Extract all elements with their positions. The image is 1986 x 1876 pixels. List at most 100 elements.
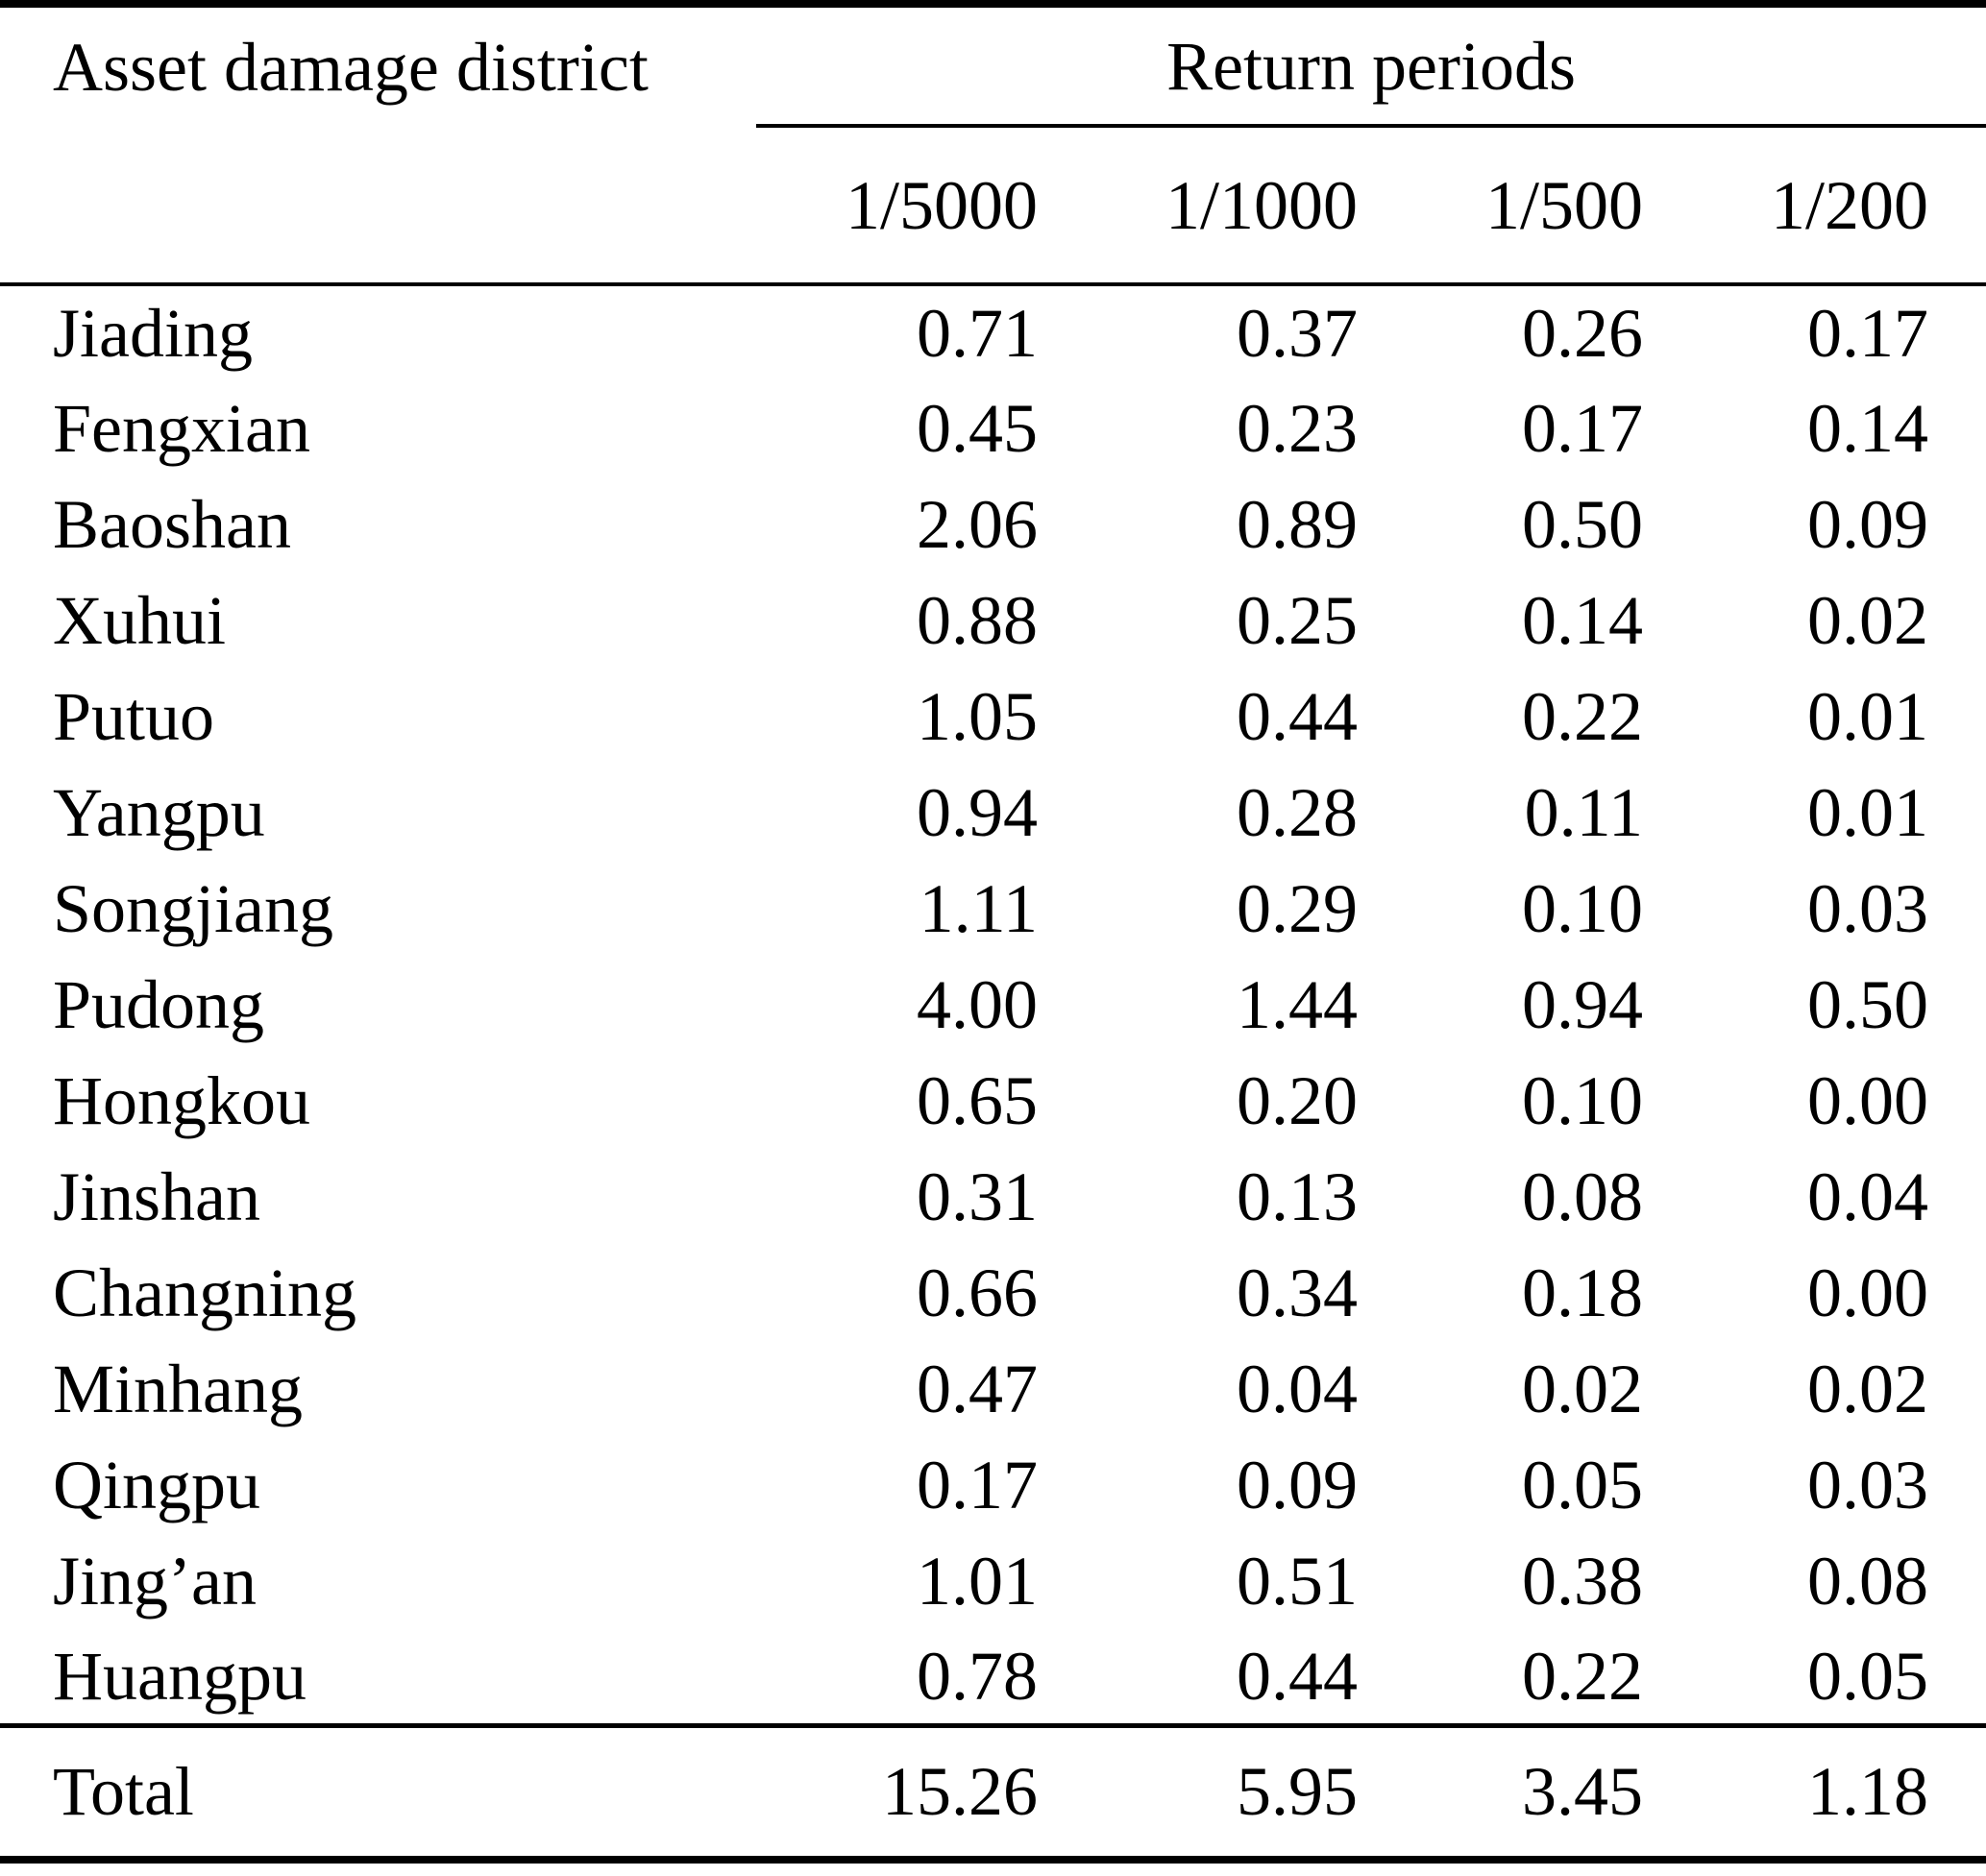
value-cell-1-200: 0.50 <box>1807 966 1929 1043</box>
district-name-cell: Changning <box>53 1255 356 1331</box>
district-name-cell: Baoshan <box>53 486 291 563</box>
value-cell-1-500: 0.17 <box>1522 390 1643 467</box>
value-cell-1-500: 0.38 <box>1522 1543 1643 1620</box>
value-cell-1-5000: 2.06 <box>917 486 1038 563</box>
district-name-cell: Qingpu <box>53 1447 260 1523</box>
value-cell-1-200: 0.02 <box>1807 1351 1929 1427</box>
value-cell-1-1000: 0.04 <box>1237 1351 1358 1427</box>
group-header-row: Asset damage district Return periods <box>0 4 1986 128</box>
table-row: Fengxian 0.45 0.23 0.17 0.14 <box>0 380 1986 476</box>
value-cell-1-1000: 0.23 <box>1237 390 1358 467</box>
value-cell-1-5000: 1.01 <box>917 1543 1038 1620</box>
table-row: Putuo 1.05 0.44 0.22 0.01 <box>0 669 1986 765</box>
value-cell-1-500: 0.50 <box>1522 486 1643 563</box>
district-name-cell: Xuhui <box>53 582 226 659</box>
value-cell-1-200: 0.03 <box>1807 1447 1929 1523</box>
district-name-cell: Yangpu <box>53 774 265 851</box>
value-cell-1-500: 0.11 <box>1524 774 1643 851</box>
value-cell-1-5000: 0.47 <box>917 1351 1038 1427</box>
district-name-cell: Jiading <box>53 295 253 372</box>
value-cell-1-5000: 0.17 <box>917 1447 1038 1523</box>
table-row: Yangpu 0.94 0.28 0.11 0.01 <box>0 765 1986 861</box>
total-value-1-1000: 5.95 <box>1038 1722 1358 1860</box>
value-cell-1-200: 0.02 <box>1807 582 1929 659</box>
value-cell-1-500: 0.26 <box>1522 295 1643 372</box>
value-cell-1-1000: 0.28 <box>1237 774 1358 851</box>
value-cell-1-5000: 0.66 <box>917 1255 1038 1331</box>
value-cell-1-200: 0.05 <box>1807 1637 1929 1715</box>
value-cell-1-5000: 0.45 <box>917 390 1038 467</box>
value-cell-1-500: 0.10 <box>1522 1062 1643 1139</box>
value-cell-1-500: 0.94 <box>1522 966 1643 1043</box>
value-cell-1-500: 0.05 <box>1522 1447 1643 1523</box>
value-cell-1-200: 0.09 <box>1807 486 1929 563</box>
value-cell-1-500: 0.14 <box>1522 582 1643 659</box>
column-header-period-1-200: 1/200 <box>1643 126 1986 286</box>
value-cell-1-200: 0.17 <box>1807 295 1929 372</box>
column-group-header-return-periods: Return periods <box>756 4 1986 128</box>
total-value-1-5000: 15.26 <box>756 1722 1038 1860</box>
table-row: Songjiang 1.11 0.29 0.10 0.03 <box>0 861 1986 957</box>
district-name-cell: Fengxian <box>53 390 310 467</box>
table-footer: Total 15.26 5.95 3.45 1.18 <box>0 1722 1986 1860</box>
district-name-cell: Jing’an <box>53 1543 257 1620</box>
value-cell-1-5000: 0.65 <box>917 1062 1038 1139</box>
value-cell-1-200: 0.00 <box>1807 1255 1929 1331</box>
value-cell-1-200: 0.14 <box>1807 390 1929 467</box>
table-row: Pudong 4.00 1.44 0.94 0.50 <box>0 957 1986 1053</box>
value-cell-1-500: 0.10 <box>1522 870 1643 947</box>
value-cell-1-5000: 1.05 <box>917 678 1038 755</box>
total-row: Total 15.26 5.95 3.45 1.18 <box>0 1722 1986 1860</box>
value-cell-1-500: 0.02 <box>1522 1351 1643 1427</box>
district-name-cell: Jinshan <box>53 1158 260 1235</box>
table-row: Jinshan 0.31 0.13 0.08 0.04 <box>0 1149 1986 1245</box>
value-cell-1-200: 0.01 <box>1807 678 1929 755</box>
district-name-cell: Minhang <box>53 1351 303 1427</box>
total-value-1-500: 3.45 <box>1358 1722 1643 1860</box>
district-name-cell: Putuo <box>53 678 215 755</box>
value-cell-1-1000: 0.37 <box>1237 295 1358 372</box>
value-cell-1-5000: 0.88 <box>917 582 1038 659</box>
district-name-cell: Songjiang <box>53 870 334 947</box>
empty-header-cell <box>0 126 756 286</box>
column-header-period-1-5000: 1/5000 <box>756 126 1038 286</box>
table-row: Jiading 0.71 0.37 0.26 0.17 <box>0 284 1986 380</box>
value-cell-1-1000: 1.44 <box>1237 966 1358 1043</box>
table-row: Qingpu 0.17 0.09 0.05 0.03 <box>0 1437 1986 1533</box>
value-cell-1-200: 0.01 <box>1807 774 1929 851</box>
value-cell-1-500: 0.22 <box>1522 1637 1643 1715</box>
value-cell-1-200: 0.04 <box>1807 1158 1929 1235</box>
value-cell-1-1000: 0.44 <box>1237 1637 1358 1715</box>
value-cell-1-1000: 0.44 <box>1237 678 1358 755</box>
table-row: Minhang 0.47 0.04 0.02 0.02 <box>0 1341 1986 1437</box>
table-header: Asset damage district Return periods 1/5… <box>0 4 1986 286</box>
value-cell-1-1000: 0.13 <box>1237 1158 1358 1235</box>
value-cell-1-5000: 1.11 <box>919 870 1038 947</box>
value-cell-1-5000: 0.71 <box>917 295 1038 372</box>
district-name-cell: Hongkou <box>53 1062 310 1139</box>
table-row: Xuhui 0.88 0.25 0.14 0.02 <box>0 573 1986 669</box>
period-header-row: 1/5000 1/1000 1/500 1/200 <box>0 126 1986 286</box>
total-value-1-200: 1.18 <box>1643 1722 1986 1860</box>
district-name-cell: Huangpu <box>53 1637 306 1715</box>
value-cell-1-1000: 0.51 <box>1237 1543 1358 1620</box>
column-header-asset-damage-district: Asset damage district <box>53 28 649 106</box>
value-cell-1-500: 0.22 <box>1522 678 1643 755</box>
value-cell-1-500: 0.08 <box>1522 1158 1643 1235</box>
column-header-period-1-1000: 1/1000 <box>1038 126 1358 286</box>
table-row: Hongkou 0.65 0.20 0.10 0.00 <box>0 1053 1986 1149</box>
value-cell-1-1000: 0.20 <box>1237 1062 1358 1139</box>
total-label: Total <box>0 1722 756 1860</box>
value-cell-1-1000: 0.25 <box>1237 582 1358 659</box>
value-cell-1-200: 0.08 <box>1807 1543 1929 1620</box>
value-cell-1-200: 0.00 <box>1807 1062 1929 1139</box>
district-name-cell: Pudong <box>53 966 265 1043</box>
value-cell-1-1000: 0.89 <box>1237 486 1358 563</box>
value-cell-1-200: 0.03 <box>1807 870 1929 947</box>
value-cell-1-1000: 0.29 <box>1237 870 1358 947</box>
value-cell-1-5000: 0.78 <box>917 1637 1038 1715</box>
value-cell-1-1000: 0.09 <box>1237 1447 1358 1523</box>
column-header-period-1-500: 1/500 <box>1358 126 1643 286</box>
